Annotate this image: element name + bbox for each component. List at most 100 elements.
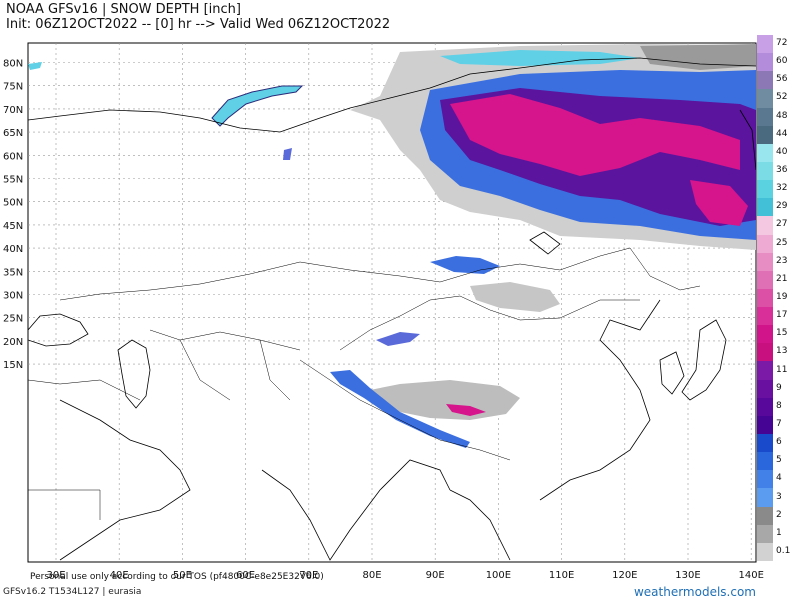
colorbar-cell bbox=[757, 89, 773, 109]
colorbar-label: 60 bbox=[776, 56, 788, 67]
colorbar-cell bbox=[757, 325, 773, 344]
lon-tick-label: 50E bbox=[173, 570, 192, 581]
colorbar-label: 36 bbox=[776, 165, 788, 176]
colorbar-cell bbox=[757, 434, 773, 453]
lat-tick-label: 20N bbox=[3, 337, 23, 348]
lon-tick-label: 130E bbox=[675, 570, 700, 581]
lat-tick-label: 30N bbox=[3, 291, 23, 302]
snow-himalaya-blue bbox=[330, 370, 470, 448]
colorbar-label: 11 bbox=[776, 364, 788, 375]
colorbar-label: 9 bbox=[776, 382, 782, 393]
colorbar-label: 32 bbox=[776, 183, 788, 194]
colorbar-cell bbox=[757, 143, 773, 163]
colorbar-label: 23 bbox=[776, 255, 788, 266]
snow-gray-arctic-coast bbox=[640, 44, 756, 70]
colorbar-label: 52 bbox=[776, 92, 788, 103]
chart-title-block: NOAA GFSv16 | SNOW DEPTH [inch] Init: 06… bbox=[6, 2, 390, 32]
middle-east-borders bbox=[28, 379, 141, 520]
colorbar-cell bbox=[757, 379, 773, 399]
lat-tick-label: 25N bbox=[3, 314, 23, 325]
colorbar bbox=[757, 35, 773, 562]
colorbar-label: 6 bbox=[776, 437, 782, 448]
lon-tick-label: 60E bbox=[236, 570, 255, 581]
snow-tianshan bbox=[376, 332, 420, 346]
colorbar-cell bbox=[757, 524, 773, 544]
lat-tick-label: 45N bbox=[3, 221, 23, 232]
himalaya-border bbox=[299, 359, 511, 461]
lat-tick-label: 80N bbox=[3, 59, 23, 70]
snow-lightblue-north bbox=[440, 50, 640, 66]
site-credit[interactable]: weathermodels.com bbox=[633, 585, 756, 599]
colorbar-cell bbox=[757, 470, 773, 489]
latitude-labels: 80N 75N 70N 65N 60N 55N 50N 45N 40N 35N 30N 25N 20N 1… bbox=[3, 59, 23, 372]
snow-svalbard bbox=[28, 62, 42, 70]
colorbar-cell bbox=[757, 415, 773, 435]
lat-tick-label: 35N bbox=[3, 267, 23, 278]
colorbar-cell bbox=[757, 180, 773, 199]
colorbar-label: 7 bbox=[776, 418, 782, 429]
coastlines bbox=[28, 57, 756, 561]
arabian-coast bbox=[59, 399, 191, 561]
lat-tick-label: 55N bbox=[3, 175, 23, 186]
colorbar-cell bbox=[757, 488, 773, 508]
snow-gray-mongolia bbox=[470, 282, 560, 312]
colorbar-label: 5 bbox=[776, 455, 782, 466]
russia-south-border bbox=[59, 247, 701, 301]
lat-tick-label: 50N bbox=[3, 198, 23, 209]
black-sea bbox=[28, 313, 89, 347]
colorbar-label: 27 bbox=[776, 219, 788, 230]
caspian-sea bbox=[117, 339, 151, 409]
snow-himalaya-magenta bbox=[446, 404, 486, 416]
snow-novaya-zemlya bbox=[211, 85, 304, 127]
colorbar-label: 19 bbox=[776, 292, 788, 302]
colorbar-label: 48 bbox=[776, 110, 788, 121]
colorbar-label: 13 bbox=[776, 346, 788, 357]
chart-title: NOAA GFSv16 | SNOW DEPTH [inch] bbox=[6, 2, 241, 17]
snow-urals bbox=[283, 148, 292, 160]
colorbar-cell bbox=[757, 234, 773, 254]
colorbar-label: 8 bbox=[776, 400, 782, 411]
colorbar-cell bbox=[757, 107, 773, 127]
colorbar-cell bbox=[757, 161, 773, 181]
lon-tick-label: 90E bbox=[426, 570, 445, 581]
colorbar-cell bbox=[757, 35, 773, 54]
lat-tick-label: 70N bbox=[3, 105, 23, 116]
lat-tick-label: 60N bbox=[3, 151, 23, 162]
colorbar-label: 0.1 bbox=[776, 545, 791, 556]
china-west-border bbox=[339, 295, 640, 351]
lat-tick-label: 75N bbox=[3, 82, 23, 93]
colorbar-cell bbox=[757, 361, 773, 381]
colorbar-label: 2 bbox=[776, 509, 782, 520]
lon-tick-label: 40E bbox=[110, 570, 129, 581]
colorbar-label: 56 bbox=[776, 74, 788, 85]
longitude-labels: 30E 40E 50E 60E 70E 80E 90E 100E 110E 120E 130E 140… bbox=[46, 570, 763, 581]
colorbar-label: 44 bbox=[776, 128, 788, 139]
japan-islands bbox=[681, 319, 727, 401]
lon-tick-label: 120E bbox=[612, 570, 637, 581]
colorbar-cell bbox=[757, 216, 773, 235]
se-asia-coast bbox=[449, 299, 661, 561]
colorbar-cell bbox=[757, 288, 773, 308]
lat-tick-label: 15N bbox=[3, 360, 23, 371]
korea bbox=[659, 351, 685, 395]
tos-overlay-text: Personal use only according to our TOS (… bbox=[30, 572, 324, 582]
colorbar-label: 15 bbox=[776, 328, 788, 339]
lat-tick-label: 65N bbox=[3, 128, 23, 139]
lon-tick-label: 30E bbox=[46, 570, 65, 581]
colorbar-cell bbox=[757, 307, 773, 326]
colorbar-label: 4 bbox=[776, 473, 782, 484]
colorbar-cell bbox=[757, 252, 773, 272]
colorbar-cell bbox=[757, 270, 773, 290]
lon-tick-label: 80E bbox=[362, 570, 381, 581]
country-borders bbox=[28, 247, 701, 520]
lon-tick-label: 110E bbox=[549, 570, 574, 581]
lon-tick-label: 140E bbox=[738, 570, 763, 581]
lat-tick-label: 40N bbox=[3, 244, 23, 255]
colorbar-cell bbox=[757, 542, 773, 562]
colorbar-cell bbox=[757, 53, 773, 72]
colorbar-label: 17 bbox=[776, 310, 788, 321]
india-coast bbox=[261, 459, 451, 561]
colorbar-label: 29 bbox=[776, 201, 788, 212]
colorbar-cell bbox=[757, 198, 773, 217]
